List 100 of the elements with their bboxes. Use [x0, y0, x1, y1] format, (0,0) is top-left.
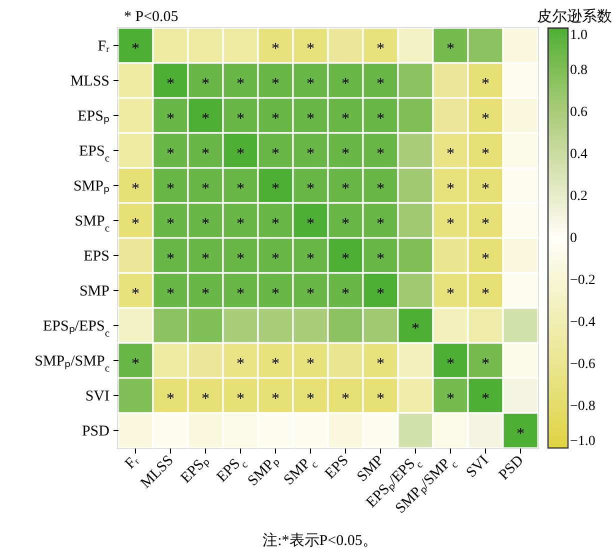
- x-tick-label: EPS: [322, 452, 352, 482]
- data-label: *: [446, 356, 454, 372]
- data-label: *: [166, 76, 174, 92]
- data-label: *: [342, 110, 350, 128]
- data-label: *: [236, 216, 244, 232]
- data-label: *: [306, 180, 314, 198]
- data-label: *: [412, 320, 420, 338]
- data-label: *: [236, 146, 244, 162]
- data-label: *: [376, 146, 384, 162]
- data-label: *: [272, 216, 280, 232]
- data-label: *: [446, 286, 454, 302]
- data-label: *: [132, 40, 140, 58]
- data-label: *: [202, 110, 210, 128]
- data-label: *: [516, 426, 524, 442]
- y-tick-label: EPSₚ/EPS$_{c}$: [42, 318, 110, 339]
- data-label: *: [202, 390, 210, 408]
- y-tick-label: SMPₚ: [73, 178, 110, 194]
- data-label: *: [166, 146, 174, 162]
- color-bar-label: −0.4: [570, 315, 596, 330]
- data-label: *: [306, 76, 314, 92]
- data-label: *: [482, 356, 490, 372]
- y-tick-label: EPS$_{c}$: [78, 144, 110, 164]
- data-label: *: [306, 216, 314, 232]
- color-bar-label: 0: [570, 231, 577, 246]
- data-label: *: [272, 250, 280, 268]
- data-label: *: [132, 286, 140, 302]
- color-bar-label: 0.2: [570, 189, 588, 204]
- data-label: *: [236, 250, 244, 268]
- data-label: *: [272, 390, 280, 408]
- data-label: *: [236, 286, 244, 302]
- color-bar-label: 0.6: [570, 105, 588, 120]
- data-label: *: [306, 286, 314, 302]
- color-bar-label: −0.8: [570, 399, 596, 414]
- data-label: *: [272, 286, 280, 302]
- data-label: *: [132, 180, 140, 198]
- data-label: *: [482, 110, 490, 128]
- data-label: *: [236, 390, 244, 408]
- data-label: *: [306, 390, 314, 408]
- text: 注:*表示P<0.05。: [262, 532, 378, 549]
- data-label: *: [376, 286, 384, 302]
- data-label: *: [272, 40, 280, 58]
- data-label: *: [202, 180, 210, 198]
- data-label: *: [482, 216, 490, 232]
- data-label: *: [482, 180, 490, 198]
- data-label: *: [342, 180, 350, 198]
- data-label: *: [272, 180, 280, 198]
- data-label: *: [376, 356, 384, 372]
- x-tick-label: SVI: [463, 452, 492, 481]
- data-label: *: [376, 216, 384, 232]
- data-label: *: [306, 110, 314, 128]
- data-label: *: [166, 110, 174, 128]
- data-label: *: [306, 146, 314, 162]
- data-label: *: [342, 76, 350, 92]
- y-tick-label: SMPₚ/SMP$_{c}$: [34, 354, 110, 374]
- data-label: *: [202, 146, 210, 162]
- data-label: *: [446, 216, 454, 232]
- data-label: *: [342, 390, 350, 408]
- data-label: *: [272, 356, 280, 372]
- data-label: *: [202, 250, 210, 268]
- data-label: *: [202, 76, 210, 92]
- data-label: *: [166, 250, 174, 268]
- chart-title: * P<0.05: [124, 9, 178, 25]
- data-label: *: [166, 286, 174, 302]
- data-label: *: [446, 390, 454, 408]
- data-label: *: [306, 356, 314, 372]
- data-label: *: [342, 146, 350, 162]
- data-label: *: [236, 356, 244, 372]
- data-label: *: [236, 110, 244, 128]
- data-label: *: [482, 250, 490, 268]
- data-label: *: [376, 250, 384, 268]
- color-bar-label: −0.6: [570, 357, 596, 372]
- data-label: *: [272, 76, 280, 92]
- color-bar-label: 0.8: [570, 63, 588, 78]
- x-tick-label: PSD: [496, 452, 527, 484]
- data-label: *: [446, 40, 454, 58]
- data-label: *: [342, 250, 350, 268]
- data-label: *: [132, 216, 140, 232]
- x-tick-label: Fᵣ: [122, 452, 142, 472]
- data-label: *: [202, 216, 210, 232]
- data-label: *: [166, 216, 174, 232]
- data-label: *: [132, 356, 140, 372]
- data-label: *: [166, 390, 174, 408]
- y-tick-label: EPSₚ: [78, 108, 110, 124]
- data-label: *: [236, 76, 244, 92]
- color-bar-label: 1.0: [570, 28, 588, 43]
- y-tick-label: EPS: [84, 248, 110, 264]
- data-label: *: [482, 146, 490, 162]
- data-label: *: [482, 76, 490, 92]
- y-tick-label: Fᵣ: [98, 38, 110, 54]
- x-tick-label: EPSₚ: [178, 452, 212, 486]
- data-label: *: [342, 216, 350, 232]
- data-label: *: [166, 180, 174, 198]
- data-label: *: [272, 110, 280, 128]
- y-tick-label: MLSS: [70, 74, 110, 90]
- color-bar-label: 0.4: [570, 147, 588, 162]
- data-label: *: [306, 250, 314, 268]
- data-label: *: [376, 390, 384, 408]
- data-label: *: [446, 146, 454, 162]
- y-tick-label: SMP$_{c}$: [74, 214, 110, 234]
- data-label: *: [272, 146, 280, 162]
